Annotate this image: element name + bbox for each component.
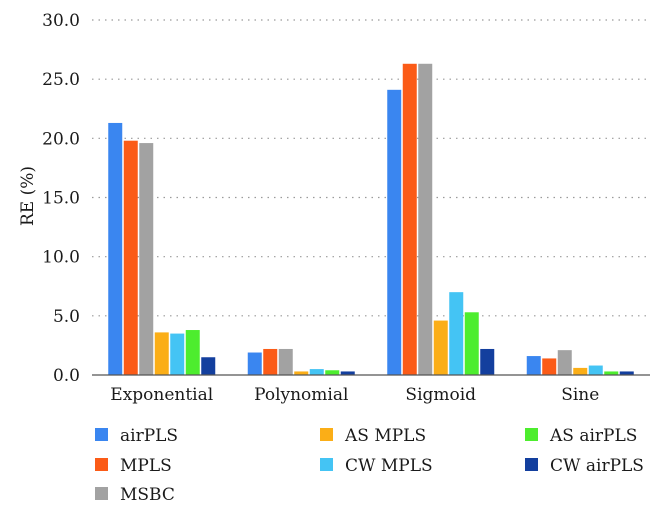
y-axis-ticks: 0.0 5.0 10.0 15.0 20.0 25.0 30.0 <box>42 11 80 386</box>
x-axis-categories: Exponential Polynomial Sigmoid Sine <box>110 385 599 405</box>
bar-as-mpls-polynomial <box>294 371 309 375</box>
legend-item-cw-mpls: CW MPLS <box>320 456 433 476</box>
y-axis-title: RE (%) <box>18 166 38 226</box>
bar-cw-mpls-sine <box>588 365 603 375</box>
legend-swatch <box>525 458 538 471</box>
bar-as-airpls-sine <box>604 371 619 375</box>
legend-item-as-mpls: AS MPLS <box>320 426 426 446</box>
bar-cw-airpls-polynomial <box>340 371 355 375</box>
legend-label: CW airPLS <box>550 456 644 476</box>
legend-item-mpls: MPLS <box>95 456 172 476</box>
bar-as-mpls-exponential <box>154 332 169 375</box>
bar-cw-mpls-polynomial <box>309 369 324 375</box>
y-tick-label: 20.0 <box>42 129 80 149</box>
legend-item-as-airpls: AS airPLS <box>525 426 637 446</box>
x-category-label: Sine <box>561 385 599 405</box>
bar-mpls-exponential <box>123 140 138 375</box>
bar-group-polynomial <box>247 348 355 375</box>
bar-airpls-exponential <box>108 122 123 375</box>
legend-label: AS MPLS <box>344 426 426 446</box>
bar-group-exponential <box>108 122 216 375</box>
y-tick-label: 10.0 <box>42 248 80 268</box>
bar-airpls-polynomial <box>247 352 262 375</box>
x-category-label: Polynomial <box>254 385 348 405</box>
bar-cw-airpls-exponential <box>201 357 216 375</box>
bar-groups <box>108 63 634 376</box>
legend-swatch <box>320 428 333 441</box>
legend-label: CW MPLS <box>345 456 433 476</box>
legend-swatch <box>525 428 538 441</box>
bar-mpls-sigmoid <box>402 63 417 376</box>
legend-item-airpls: airPLS <box>95 426 178 446</box>
legend-item-cw-airpls: CW airPLS <box>525 456 644 476</box>
legend-label: MPLS <box>120 456 172 476</box>
y-tick-label: 30.0 <box>42 11 80 31</box>
bar-group-sigmoid <box>387 63 495 376</box>
y-tick-label: 25.0 <box>42 70 80 90</box>
legend-label: airPLS <box>120 426 178 446</box>
x-category-label: Exponential <box>110 385 213 405</box>
bar-as-mpls-sigmoid <box>433 320 448 375</box>
legend-item-msbc: MSBC <box>95 485 175 505</box>
gridlines <box>92 19 650 317</box>
bar-cw-airpls-sigmoid <box>480 348 495 375</box>
bar-msbc-sigmoid <box>418 63 433 376</box>
legend-label: MSBC <box>120 485 175 505</box>
bar-as-airpls-exponential <box>185 330 200 375</box>
legend-label: AS airPLS <box>549 426 637 446</box>
bar-as-mpls-sine <box>573 367 588 375</box>
y-tick-label: 0.0 <box>53 366 80 386</box>
bar-as-airpls-sigmoid <box>464 312 479 375</box>
bar-mpls-polynomial <box>263 348 278 375</box>
bar-group-sine <box>526 350 634 375</box>
bar-as-airpls-polynomial <box>325 370 340 375</box>
bar-mpls-sine <box>542 358 557 375</box>
bar-cw-mpls-exponential <box>170 333 185 375</box>
bar-msbc-polynomial <box>278 348 293 375</box>
x-category-label: Sigmoid <box>405 385 476 405</box>
bar-cw-mpls-sigmoid <box>449 292 464 375</box>
bar-msbc-sine <box>557 350 572 375</box>
bar-airpls-sine <box>526 356 541 375</box>
bar-airpls-sigmoid <box>387 89 402 376</box>
legend-swatch <box>95 428 108 441</box>
legend: airPLS MPLS MSBC AS MPLS CW MPLS AS airPLS CW … <box>95 426 644 505</box>
y-tick-label: 15.0 <box>42 189 80 209</box>
bar-cw-airpls-sine <box>619 371 634 375</box>
legend-swatch <box>320 458 333 471</box>
legend-swatch <box>95 458 108 471</box>
bar-msbc-exponential <box>139 143 154 375</box>
y-tick-label: 5.0 <box>53 307 80 327</box>
legend-swatch <box>95 487 108 500</box>
